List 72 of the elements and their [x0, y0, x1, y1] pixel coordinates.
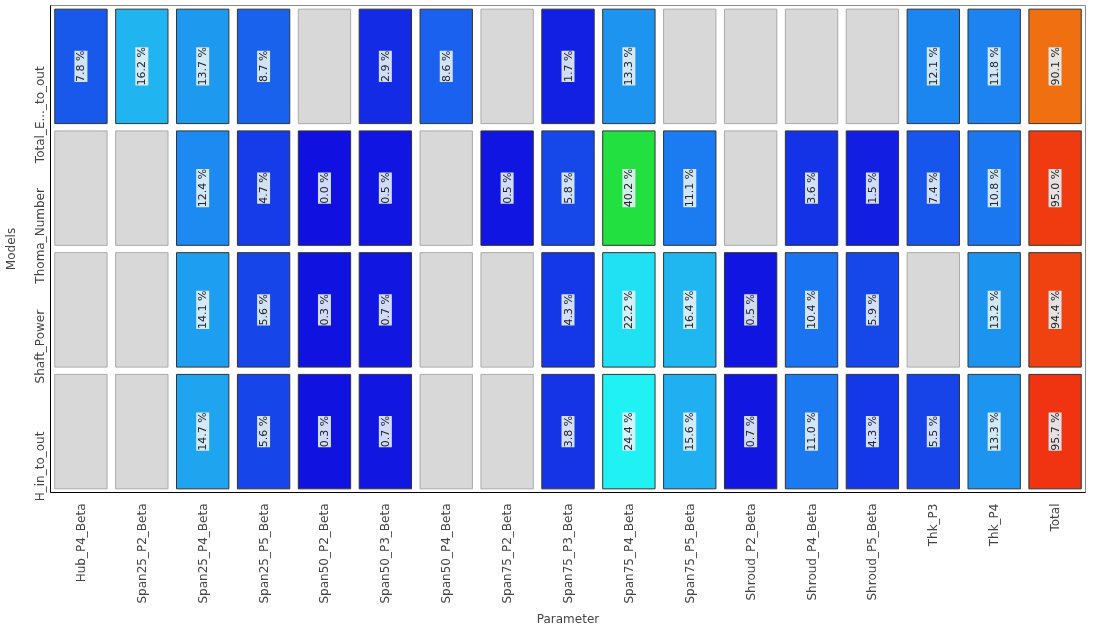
data-label: 5.6 % — [257, 415, 271, 448]
x-tick-label: Shroud_P2_Beta — [743, 503, 758, 601]
data-label: 3.8 % — [561, 415, 575, 448]
data-label: 0.3 % — [317, 294, 331, 326]
data-label: 14.7 % — [196, 412, 210, 451]
data-label: 0.5 % — [378, 172, 392, 204]
data-label: 16.4 % — [683, 290, 697, 330]
data-label: 7.8 % — [74, 50, 88, 83]
data-label: 0.5 % — [500, 172, 514, 204]
data-label: 4.3 % — [561, 294, 575, 326]
data-label: 24.4 % — [622, 412, 636, 451]
data-label: 13.7 % — [196, 47, 210, 86]
data-label: 94.4 % — [1048, 290, 1062, 330]
data-label: 15.6 % — [683, 412, 697, 451]
data-label: 11.1 % — [683, 168, 697, 208]
x-tick-label: Span50_P2_Beta — [317, 503, 332, 604]
data-label: 12.4 % — [196, 168, 210, 208]
data-label: 2.9 % — [378, 50, 392, 83]
data-label: 14.1 % — [196, 290, 210, 330]
x-tick-label: Span75_P2_Beta — [500, 503, 515, 604]
data-label: 0.0 % — [317, 172, 331, 204]
x-tick-label: Span25_P2_Beta — [134, 503, 149, 604]
data-label: 8.6 % — [439, 50, 453, 83]
data-label: 0.7 % — [378, 415, 392, 448]
data-label: 0.7 % — [378, 294, 392, 326]
x-tick-label: Shroud_P5_Beta — [865, 503, 880, 601]
data-label: 95.0 % — [1048, 168, 1062, 208]
data-label: 10.4 % — [805, 290, 819, 330]
data-label: 0.3 % — [317, 415, 331, 448]
data-label: 3.6 % — [805, 172, 819, 204]
data-label: 7.4 % — [926, 172, 940, 204]
x-tick-label: Hub_P4_Beta — [73, 503, 88, 583]
data-label: 11.8 % — [987, 47, 1001, 86]
y-axis-title: Models — [3, 227, 18, 271]
data-label: 13.3 % — [622, 47, 636, 86]
x-axis-title: Parameter — [536, 611, 600, 626]
x-tick-label: Span75_P5_Beta — [682, 503, 697, 604]
x-tick-label: Span25_P4_Beta — [195, 503, 210, 604]
data-label: 12.1 % — [926, 47, 940, 86]
x-tick-label: Span75_P3_Beta — [561, 503, 575, 604]
data-label: 5.6 % — [257, 294, 271, 326]
x-tick-label: Thk_P4 — [987, 503, 1002, 548]
x-tick-label: Span50_P4_Beta — [439, 503, 454, 604]
data-label: 10.8 % — [987, 168, 1001, 208]
data-label: 11.0 % — [805, 412, 819, 451]
data-label: 22.2 % — [622, 290, 636, 330]
y-tick-label: Thoma_Number — [32, 188, 47, 285]
data-label: 13.3 % — [987, 412, 1001, 451]
x-tick-label: Span25_P5_Beta — [256, 503, 271, 604]
data-label: 5.9 % — [865, 294, 879, 326]
data-label: 95.7 % — [1048, 412, 1062, 451]
x-tick-label: Shroud_P4_Beta — [804, 503, 819, 601]
x-tick-label: Span75_P4_Beta — [621, 503, 636, 604]
y-tick-label: Total_E..._to_out — [32, 66, 47, 165]
x-tick-label: Total — [1048, 503, 1063, 533]
data-label: 4.7 % — [257, 172, 271, 204]
data-label: 5.5 % — [926, 415, 940, 448]
data-label: 1.7 % — [561, 50, 575, 83]
data-label: 1.5 % — [865, 172, 879, 204]
data-label: 90.1 % — [1048, 47, 1062, 86]
data-label: 40.2 % — [622, 168, 636, 208]
data-label: 4.3 % — [865, 415, 879, 448]
data-label: 13.2 % — [987, 290, 1001, 330]
data-label: 5.8 % — [561, 172, 575, 204]
data-label: 8.7 % — [257, 50, 271, 83]
data-label: 0.7 % — [744, 415, 758, 448]
y-tick-label: H_in_to_out — [32, 431, 47, 502]
x-tick-label: Thk_P3 — [926, 503, 941, 548]
x-tick-label: Span50_P3_Beta — [378, 503, 393, 604]
y-tick-label: Shaft_Power — [32, 309, 47, 384]
data-label: 16.2 % — [135, 47, 149, 86]
data-label: 0.5 % — [744, 294, 758, 326]
